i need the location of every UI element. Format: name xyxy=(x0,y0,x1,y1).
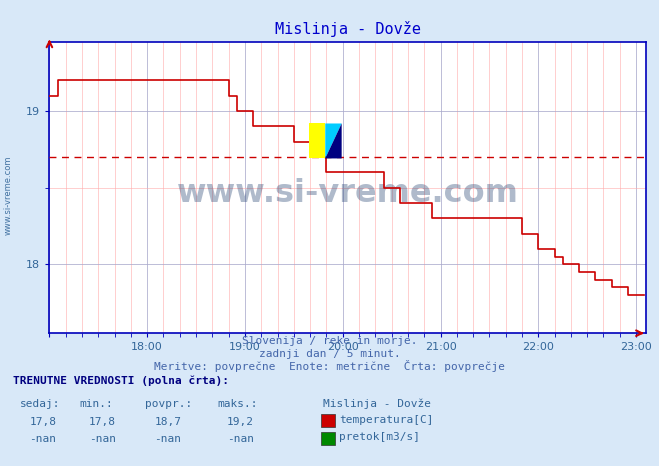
Text: Mislinja - Dovže: Mislinja - Dovže xyxy=(323,398,431,409)
Text: -nan: -nan xyxy=(227,434,254,444)
Text: -nan: -nan xyxy=(30,434,56,444)
Text: zadnji dan / 5 minut.: zadnji dan / 5 minut. xyxy=(258,349,401,359)
Text: povpr.:: povpr.: xyxy=(145,399,192,409)
Text: www.si-vreme.com: www.si-vreme.com xyxy=(177,178,519,209)
Text: -nan: -nan xyxy=(89,434,115,444)
Text: -nan: -nan xyxy=(155,434,181,444)
Text: Slovenija / reke in morje.: Slovenija / reke in morje. xyxy=(242,336,417,346)
Text: maks.:: maks.: xyxy=(217,399,258,409)
Text: 17,8: 17,8 xyxy=(89,417,115,426)
Text: pretok[m3/s]: pretok[m3/s] xyxy=(339,432,420,442)
Text: www.si-vreme.com: www.si-vreme.com xyxy=(3,156,13,235)
Polygon shape xyxy=(326,123,341,158)
Text: 18,7: 18,7 xyxy=(155,417,181,426)
Text: TRENUTNE VREDNOSTI (polna črta):: TRENUTNE VREDNOSTI (polna črta): xyxy=(13,376,229,386)
Bar xyxy=(309,123,326,158)
Polygon shape xyxy=(326,123,341,158)
Text: min.:: min.: xyxy=(79,399,113,409)
Text: temperatura[C]: temperatura[C] xyxy=(339,415,434,425)
Title: Mislinja - Dovže: Mislinja - Dovže xyxy=(275,21,420,37)
Text: 17,8: 17,8 xyxy=(30,417,56,426)
Text: 19,2: 19,2 xyxy=(227,417,254,426)
Text: sedaj:: sedaj: xyxy=(20,399,60,409)
Text: Meritve: povprečne  Enote: metrične  Črta: povprečje: Meritve: povprečne Enote: metrične Črta:… xyxy=(154,360,505,372)
